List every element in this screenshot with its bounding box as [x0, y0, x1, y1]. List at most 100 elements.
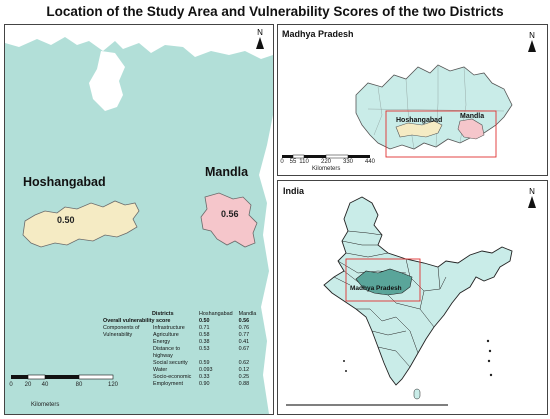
mp-scale-bar-seg-5: [348, 155, 370, 158]
table-row: Energy 0.38 0.41: [100, 339, 259, 346]
main-map-background: [5, 25, 273, 414]
mp-scale-ticks: 0 55 110 220 330 440: [278, 159, 378, 167]
mp-map-panel: Madhya Pradesh Hoshangabad Mandla N 0 55…: [277, 24, 548, 176]
main-map-outside-region-right: [259, 115, 273, 414]
mp-scale-unit: Kilometers: [312, 166, 341, 172]
mp-scale-tick: 440: [364, 159, 376, 165]
table-row-m: 0.62: [238, 360, 250, 366]
table-group-label: Components of Vulnerability: [103, 325, 140, 338]
main-map-panel: Hoshangabad 0.50 Mandla 0.56 N 0 20 40 8…: [4, 24, 274, 415]
table-row-h: 0.58: [199, 332, 210, 338]
table-row-label: Energy: [153, 339, 171, 345]
table-row: Components of Vulnerability Infrastructu…: [100, 325, 259, 338]
table-row-h: 0.38: [199, 339, 210, 345]
table-row: Social security 0.59 0.62: [100, 360, 259, 367]
mandla-district: [200, 192, 258, 248]
mp-mandla-district: [457, 118, 485, 140]
table-row-h: 0.90: [199, 381, 210, 387]
table-row-m: 0.25: [238, 374, 250, 380]
india-map-svg: [286, 196, 513, 406]
main-map-outside-region-top: [5, 25, 273, 59]
table-row: Water 0.093 0.12: [100, 367, 259, 374]
main-north-arrow: N: [254, 28, 266, 49]
table-header-districts: Districts: [152, 311, 174, 317]
table-header-hoshangabad: Hoshangabad: [199, 311, 233, 317]
mp-state-outline: [355, 64, 513, 150]
main-scale-tick: 40: [41, 382, 49, 388]
mp-mandla-label: Mandla: [460, 113, 485, 120]
mp-scale-bar-seg-3: [304, 155, 326, 158]
main-scale-bar-seg-3: [45, 375, 79, 379]
mp-hoshangabad-label: Hoshangabad: [396, 117, 443, 124]
table-row-m: 0.12: [238, 367, 250, 373]
table-row-label: Infrastructure: [153, 325, 185, 331]
table-row: Distance to highway 0.53 0.67: [100, 346, 259, 360]
main-scale-tick: 20: [24, 382, 32, 388]
main-scale-unit: Kilometers: [31, 402, 60, 408]
mp-scale-tick: 0: [280, 159, 284, 165]
mp-north-label: N: [529, 31, 535, 40]
mp-scale-tick: 110: [299, 159, 309, 165]
table-row-label: Agriculture: [153, 332, 179, 338]
table-row-label: Socio-economic: [153, 374, 192, 380]
mp-scale-bar-seg-4: [325, 154, 349, 159]
main-scale-bar-seg-2: [27, 374, 46, 380]
main-scale-tick: 0: [9, 382, 13, 388]
lakshadweep-island: [343, 360, 345, 362]
table-row-h: 0.71: [199, 325, 210, 331]
mp-map-title: Madhya Pradesh: [282, 29, 354, 39]
vulnerability-table: Districts Hoshangabad Mandla Overall vul…: [100, 311, 259, 388]
table-row-m: 0.77: [238, 332, 250, 338]
india-map-panel: India Madhya Pradesh N: [277, 180, 548, 415]
table-row-m: 0.41: [238, 339, 250, 345]
mp-extent-box: [385, 110, 497, 158]
table-row-h: 0.093: [199, 367, 213, 373]
india-north-label: N: [529, 187, 535, 196]
north-arrow-icon: [528, 196, 536, 208]
main-map-outside-region-notch: [89, 51, 125, 111]
andaman-island: [488, 349, 492, 353]
mp-scale-tick: 55: [289, 159, 297, 165]
main-north-label: N: [257, 28, 263, 37]
andaman-island: [486, 339, 490, 343]
mandla-score: 0.56: [221, 209, 239, 219]
table-overall-h: 0.50: [199, 318, 210, 324]
north-arrow-icon: [256, 37, 264, 49]
table-row-h: 0.53: [199, 346, 210, 352]
india-outline: [323, 196, 513, 386]
hoshangabad-district: [22, 200, 140, 248]
table-overall-label: Overall vulnerability score: [103, 318, 171, 324]
table-row: Socio-economic 0.33 0.25: [100, 374, 259, 381]
andaman-island: [487, 359, 491, 363]
hoshangabad-score: 0.50: [57, 215, 75, 225]
india-mp-label: Madhya Pradesh: [350, 285, 402, 292]
table-row-m: 0.67: [238, 346, 250, 352]
mandla-label: Mandla: [205, 165, 249, 179]
table-header-mandla: Mandla: [238, 311, 257, 317]
table-row: Employment 0.90 0.88: [100, 381, 259, 388]
india-map-title: India: [283, 186, 305, 196]
india-north-arrow: N: [526, 187, 538, 208]
lakshadweep-island: [345, 370, 347, 372]
main-map-svg: [5, 25, 273, 414]
table-row: Agriculture 0.58 0.77: [100, 332, 259, 339]
mp-map-svg: [282, 64, 513, 159]
north-arrow-icon: [528, 40, 536, 52]
main-scale-tick: 80: [75, 382, 83, 388]
main-scale-tick: 120: [107, 382, 119, 388]
table-row-m: 0.76: [238, 325, 250, 331]
mp-scale-bar-seg-2: [292, 154, 305, 159]
table-row-h: 0.33: [199, 374, 210, 380]
mp-scale-tick: 330: [342, 159, 354, 165]
sri-lanka-island: [413, 388, 421, 400]
main-scale-ticks: 0 20 40 80 120: [5, 382, 125, 390]
table-row-h: 0.59: [199, 360, 210, 366]
mp-scale-bar-seg-1: [282, 155, 293, 158]
india-mp-highlight: [355, 268, 413, 296]
hoshangabad-label: Hoshangabad: [23, 175, 106, 189]
mp-north-arrow: N: [526, 31, 538, 52]
table-overall-row: Overall vulnerability score 0.50 0.56: [100, 318, 259, 325]
table-row-label: Social security: [153, 360, 188, 366]
main-scale-bar-seg-1: [11, 375, 28, 379]
mp-scale-tick: 220: [320, 159, 332, 165]
